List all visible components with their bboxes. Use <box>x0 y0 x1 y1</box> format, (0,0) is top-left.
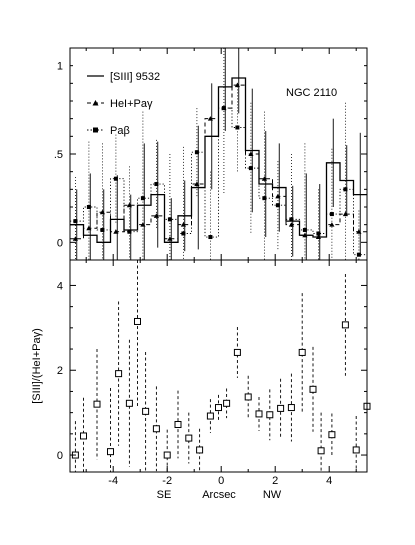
ratio-point <box>266 411 274 419</box>
pab-point <box>167 217 172 222</box>
ratio-point <box>215 404 222 412</box>
ratio-point <box>125 399 133 407</box>
ratio-point <box>142 407 150 415</box>
pab-point <box>140 196 145 201</box>
top-y-tick-label: 1 <box>57 61 63 73</box>
top-y-tick-label: 0 <box>57 237 63 249</box>
pab-point <box>289 217 294 222</box>
x-tick-label: -4 <box>108 475 118 487</box>
x-tick-label: 4 <box>326 475 332 487</box>
legend: [SIII] 9532 HeI+Paγ Paβ <box>87 71 160 137</box>
ratio-point <box>163 451 171 459</box>
pab-point <box>262 196 267 201</box>
pab-point <box>329 212 334 217</box>
pab-point <box>275 203 280 208</box>
galaxy-label: NGC 2110 <box>286 87 337 99</box>
ratio-point <box>233 348 241 356</box>
legend-label-hei: HeI+Paγ <box>110 98 153 110</box>
pab-point <box>235 125 240 130</box>
ratio-point <box>206 412 214 420</box>
ratio-point <box>115 370 123 378</box>
ratio-point <box>298 348 306 356</box>
pab-step-line <box>70 107 367 256</box>
bottom-y-tick-label: 0 <box>57 450 63 462</box>
legend-label-pab: Paβ <box>110 125 130 137</box>
legend-marker-pab <box>93 127 98 133</box>
legend-marker-hei <box>92 100 99 106</box>
bottom-series-layer <box>71 260 371 472</box>
pab-point <box>127 229 132 234</box>
ratio-point <box>196 446 204 454</box>
pab-point <box>302 227 307 232</box>
pab-point <box>154 182 159 187</box>
x-axis-label-se: SE <box>157 489 172 501</box>
ratio-point <box>352 446 360 454</box>
top-series-layer <box>70 48 367 260</box>
pab-point <box>181 231 186 236</box>
ratio-point <box>174 421 182 429</box>
ratio-point <box>317 447 325 455</box>
ratio-point <box>277 404 285 412</box>
ratio-point <box>244 393 252 401</box>
pab-point <box>100 227 105 232</box>
hei-point <box>329 222 335 227</box>
pab-point <box>343 187 348 192</box>
ratio-point <box>255 410 263 418</box>
x-axis-label-nw: NW <box>263 489 282 501</box>
ratio-point <box>93 400 101 408</box>
x-axis-label: Arcsec <box>202 489 236 501</box>
ratio-point <box>287 404 295 412</box>
pab-point <box>248 166 253 171</box>
pab-point <box>316 231 321 236</box>
ratio-point <box>185 434 193 442</box>
siii-step-line <box>70 77 367 243</box>
bottom-plot-frame <box>69 259 368 473</box>
ratio-point <box>107 448 114 456</box>
pab-point <box>208 235 213 240</box>
x-tick-label: 0 <box>218 475 224 487</box>
pab-point <box>194 150 199 155</box>
y-axis-label: [SIII]/(HeI+Paγ) <box>31 328 43 404</box>
legend-label-siii: [SIII] 9532 <box>110 71 160 83</box>
ratio-point <box>309 385 317 393</box>
pab-point <box>73 219 78 224</box>
bottom-panel: 0 2 4 -4 -2 0 2 4 [SIII]/(HeI+Paγ) SE Arcsec NW <box>31 259 371 501</box>
pab-point <box>356 252 361 257</box>
top-y-tick-label: .5 <box>54 149 63 161</box>
ratio-point <box>223 399 231 407</box>
ratio-point <box>152 425 160 433</box>
x-tick-label: -2 <box>162 475 172 487</box>
pab-point <box>86 205 91 209</box>
ratio-point <box>80 432 87 440</box>
ratio-point <box>341 321 349 329</box>
x-tick-label: 2 <box>272 475 278 487</box>
ratio-point <box>134 317 141 325</box>
bottom-y-tick-label: 4 <box>57 280 63 292</box>
bottom-y-tick-label: 2 <box>57 365 63 377</box>
top-panel: 0 .5 1 NGC 2110 [SIII] 9532 HeI+Paγ Paβ <box>54 47 368 261</box>
pab-point <box>113 176 118 181</box>
ratio-point <box>328 431 336 439</box>
